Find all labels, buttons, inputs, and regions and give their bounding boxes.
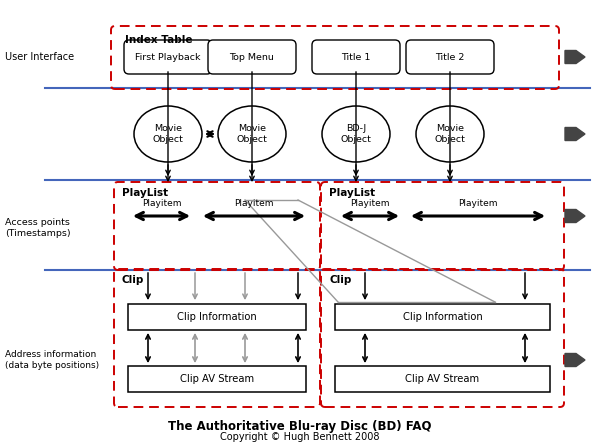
Text: PlayList: PlayList <box>122 188 168 198</box>
FancyBboxPatch shape <box>335 304 550 330</box>
FancyBboxPatch shape <box>312 40 400 74</box>
Text: Top Menu: Top Menu <box>230 52 274 61</box>
Text: User Interface: User Interface <box>5 52 74 62</box>
Text: Access points
(Timestamps): Access points (Timestamps) <box>5 218 71 238</box>
Text: Copyright © Hugh Bennett 2008: Copyright © Hugh Bennett 2008 <box>220 432 380 442</box>
Ellipse shape <box>218 106 286 162</box>
Text: Clip: Clip <box>329 275 352 285</box>
FancyBboxPatch shape <box>128 304 306 330</box>
Text: Clip AV Stream: Clip AV Stream <box>406 374 479 384</box>
Text: Title 2: Title 2 <box>436 52 464 61</box>
Ellipse shape <box>134 106 202 162</box>
FancyArrow shape <box>565 51 585 64</box>
Text: Movie
Object: Movie Object <box>152 124 184 144</box>
Text: Playitem: Playitem <box>234 199 274 208</box>
Text: Address information
(data byte positions): Address information (data byte positions… <box>5 350 99 370</box>
Text: Clip Information: Clip Information <box>403 312 482 322</box>
Text: PlayList: PlayList <box>329 188 375 198</box>
FancyArrow shape <box>565 353 585 366</box>
FancyBboxPatch shape <box>128 366 306 392</box>
Text: Index Table: Index Table <box>125 35 193 45</box>
FancyBboxPatch shape <box>335 366 550 392</box>
Text: Clip Information: Clip Information <box>177 312 257 322</box>
FancyArrow shape <box>565 128 585 141</box>
Text: The Authoritative Blu-ray Disc (BD) FAQ: The Authoritative Blu-ray Disc (BD) FAQ <box>168 419 432 432</box>
Text: First Playback: First Playback <box>135 52 201 61</box>
Text: Playitem: Playitem <box>350 199 390 208</box>
Text: Playitem: Playitem <box>458 199 498 208</box>
Text: Movie
Object: Movie Object <box>434 124 466 144</box>
FancyBboxPatch shape <box>124 40 212 74</box>
Text: BD-J
Object: BD-J Object <box>341 124 371 144</box>
FancyBboxPatch shape <box>406 40 494 74</box>
FancyArrow shape <box>565 210 585 223</box>
Ellipse shape <box>322 106 390 162</box>
Text: Title 1: Title 1 <box>341 52 371 61</box>
Text: Clip: Clip <box>122 275 145 285</box>
Ellipse shape <box>416 106 484 162</box>
Text: Playitem: Playitem <box>142 199 181 208</box>
Text: Clip AV Stream: Clip AV Stream <box>180 374 254 384</box>
FancyBboxPatch shape <box>208 40 296 74</box>
Text: Movie
Object: Movie Object <box>236 124 268 144</box>
